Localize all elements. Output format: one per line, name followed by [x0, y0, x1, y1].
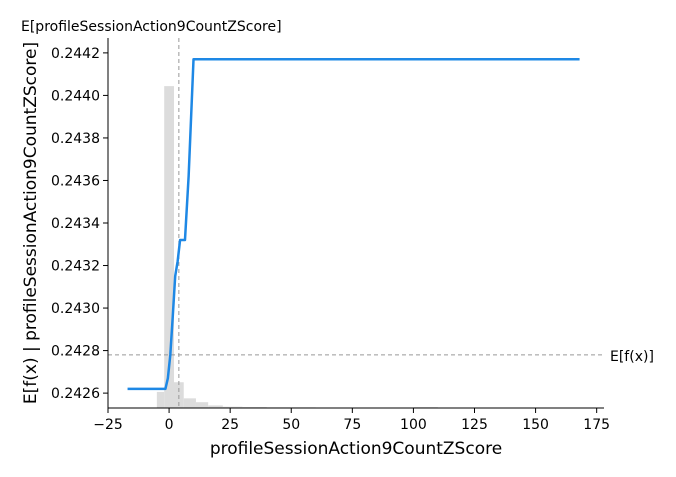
x-ticks-layer: −25 0 25 50 75 100 125 150 175	[93, 408, 610, 433]
x-tick-label: 25	[221, 417, 239, 433]
y-tick-label: 0.2432	[51, 259, 100, 275]
x-tick-label: 175	[583, 417, 610, 433]
y-tick-label: 0.2434	[51, 216, 100, 232]
histogram-bar	[195, 402, 209, 408]
x-axis-title: profileSessionAction9CountZScore	[210, 439, 502, 459]
histogram-bar	[183, 398, 196, 408]
y-tick-label: 0.2428	[51, 344, 100, 360]
model-expected-value-label: E[f(x)]	[610, 349, 654, 365]
reference-lines-layer	[108, 38, 604, 408]
y-axis-title: E[f(x) | profileSessionAction9CountZScor…	[21, 42, 41, 404]
x-tick-label: −25	[93, 417, 123, 433]
y-tick-label: 0.2440	[51, 88, 100, 104]
y-tick-label: 0.2430	[51, 301, 100, 317]
y-tick-label: 0.2426	[51, 386, 100, 402]
x-tick-label: 125	[461, 417, 488, 433]
x-tick-label: 75	[343, 417, 361, 433]
x-tick-label: 50	[282, 417, 300, 433]
y-tick-label: 0.2436	[51, 173, 100, 189]
y-tick-label: 0.2442	[51, 46, 100, 62]
histogram-bar	[222, 406, 243, 408]
histogram-bar	[208, 405, 223, 408]
x-tick-label: 150	[522, 417, 549, 433]
histogram-bar	[164, 86, 174, 408]
axes-layer	[107, 38, 604, 409]
feature-expected-value-label: E[profileSessionAction9CountZScore]	[21, 19, 282, 35]
y-tick-label: 0.2438	[51, 131, 100, 147]
histogram-bar	[156, 391, 165, 408]
x-tick-label: 100	[400, 417, 427, 433]
x-tick-label: 0	[165, 417, 174, 433]
y-ticks-layer: 0.2426 0.2428 0.2430 0.2432 0.2434 0.2436 0.24…	[51, 46, 108, 402]
dependence-line-layer	[127, 58, 580, 391]
dependence-line	[127, 58, 580, 391]
histogram-layer	[156, 86, 536, 408]
